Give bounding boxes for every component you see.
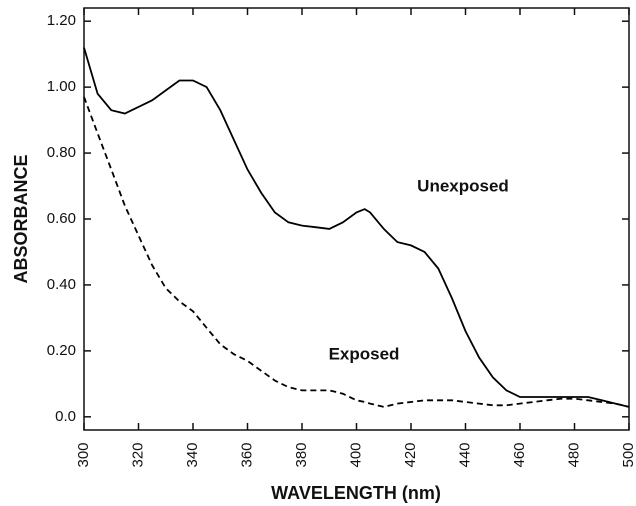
y-tick-label: 0.0 xyxy=(55,408,76,425)
x-tick-label: 440 xyxy=(456,442,473,467)
y-tick-label: 0.40 xyxy=(47,276,76,293)
y-tick-label: 1.00 xyxy=(47,78,76,95)
x-tick-label: 340 xyxy=(184,442,201,467)
y-tick-label: 1.20 xyxy=(47,12,76,29)
plot-frame xyxy=(83,7,630,431)
x-tick-label: 320 xyxy=(129,442,146,467)
series-label: Exposed xyxy=(329,344,400,363)
data-line xyxy=(83,47,630,408)
y-tick-label: 0.80 xyxy=(47,144,76,161)
data-line xyxy=(83,96,630,408)
y-tick-label: 0.60 xyxy=(47,210,76,227)
x-tick-label: 500 xyxy=(620,442,636,467)
x-tick-label: 480 xyxy=(565,442,582,467)
x-tick-label: 300 xyxy=(75,442,92,467)
x-tick-label: 380 xyxy=(293,442,310,467)
y-tick-label: 0.20 xyxy=(47,342,76,359)
x-tick-label: 400 xyxy=(347,442,364,467)
x-tick-label: 360 xyxy=(238,442,255,467)
y-axis-label: ABSORBANCE xyxy=(11,154,31,283)
series-label: Unexposed xyxy=(417,176,509,195)
x-axis-label: WAVELENGTH (nm) xyxy=(271,483,441,503)
x-tick-label: 460 xyxy=(511,442,528,467)
x-tick-label: 420 xyxy=(402,442,419,467)
